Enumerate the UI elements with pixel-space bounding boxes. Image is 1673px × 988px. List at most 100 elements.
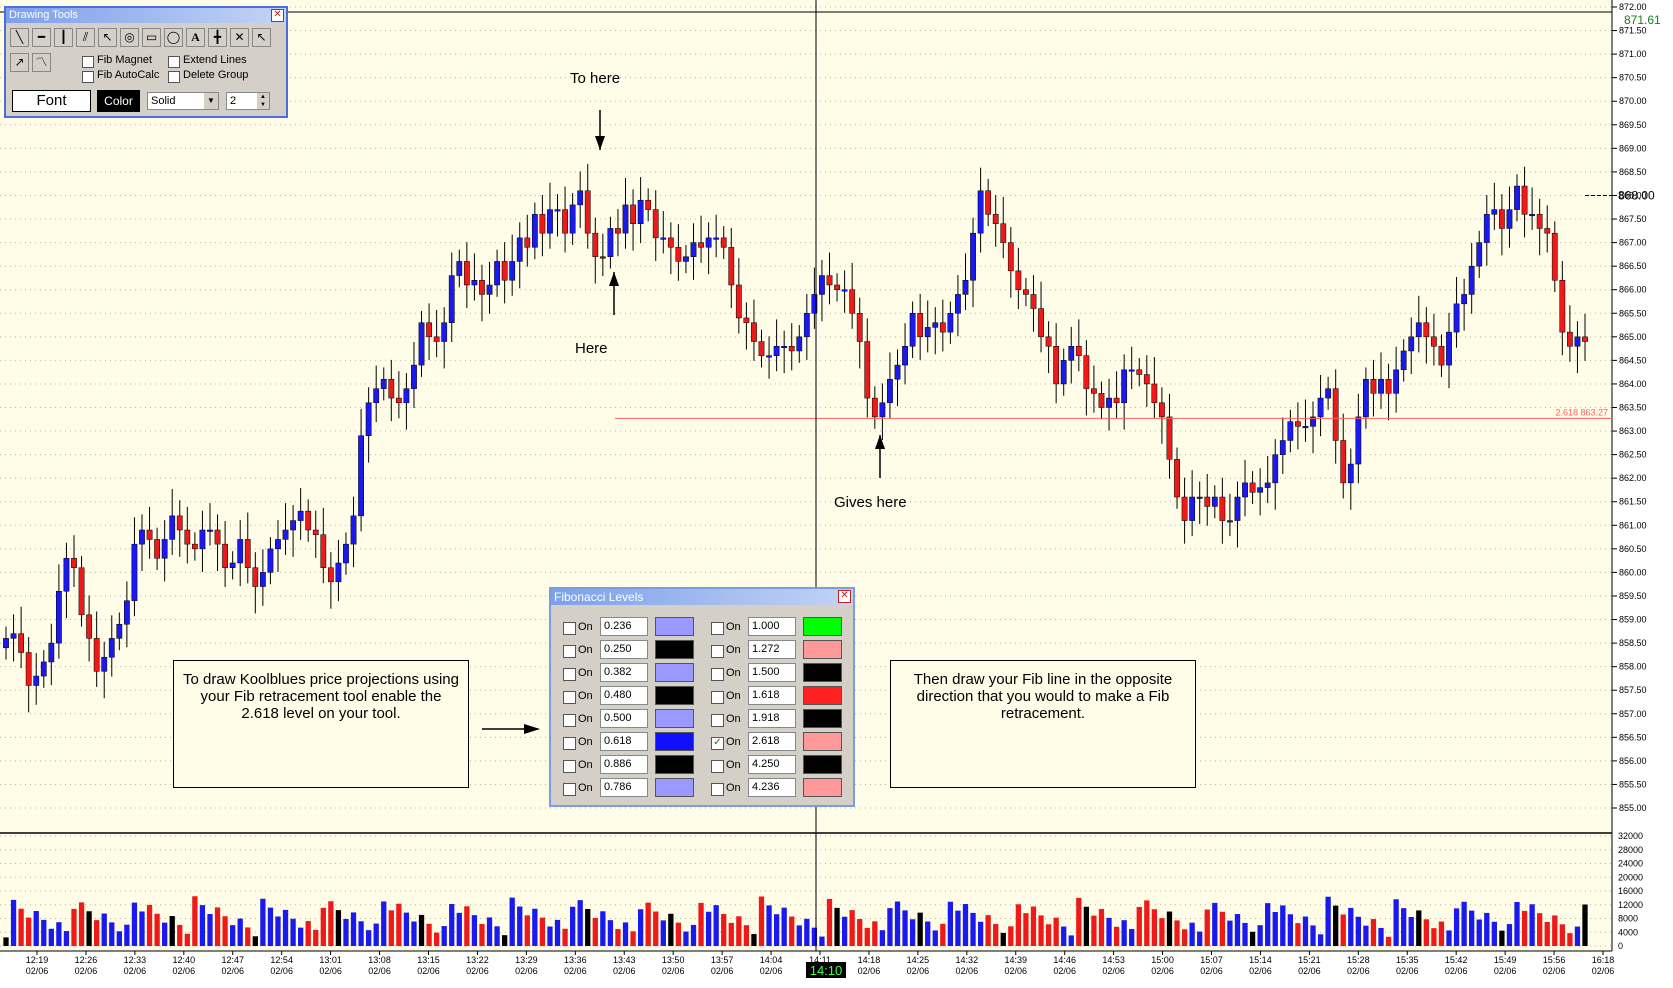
- price-tick-label: 865.50: [1619, 308, 1647, 318]
- fib-level-color-swatch[interactable]: [655, 686, 694, 705]
- line-width-stepper[interactable]: 2 ▲ ▼: [226, 92, 270, 110]
- candle-body: [131, 543, 138, 601]
- volume-bar: [1000, 932, 1006, 946]
- fib-level-checkbox[interactable]: [563, 645, 576, 658]
- fib-level-color-swatch[interactable]: [803, 640, 842, 659]
- close-icon[interactable]: ✕: [838, 590, 851, 603]
- volume-bar: [970, 912, 976, 946]
- fib-level-checkbox[interactable]: [711, 691, 724, 704]
- parallel-lines-tool-icon[interactable]: ⫽: [76, 28, 95, 47]
- fib-level-checkbox[interactable]: [711, 714, 724, 727]
- fib-level-value[interactable]: 4.236: [748, 778, 796, 797]
- fib-level-checkbox[interactable]: [563, 691, 576, 704]
- price-tick-label: 866.50: [1619, 261, 1647, 271]
- fib-level-checkbox[interactable]: [711, 783, 724, 796]
- fib-level-color-swatch[interactable]: [655, 755, 694, 774]
- close-icon[interactable]: ✕: [271, 9, 284, 22]
- fib-level-color-swatch[interactable]: [803, 617, 842, 636]
- fib-level-color-swatch[interactable]: [803, 709, 842, 728]
- fib-level-value[interactable]: 1.272: [748, 640, 796, 659]
- last-price-label: 871.61: [1624, 13, 1661, 27]
- fib-level-color-swatch[interactable]: [655, 617, 694, 636]
- fib-level-value[interactable]: 0.786: [600, 778, 648, 797]
- fib-level-color-swatch[interactable]: [803, 663, 842, 682]
- fib-level-checkbox[interactable]: [563, 622, 576, 635]
- candle-body: [584, 190, 591, 234]
- fib-level-checkbox[interactable]: [563, 760, 576, 773]
- fib-level-checkbox[interactable]: [711, 645, 724, 658]
- fib-magnet-checkbox[interactable]: [82, 56, 94, 68]
- volume-bar: [1144, 900, 1150, 946]
- line-tool-icon[interactable]: ╲: [10, 28, 29, 47]
- candle-body: [297, 510, 304, 521]
- candle-body: [486, 284, 493, 295]
- candle-body: [25, 652, 32, 686]
- extend-lines-checkbox[interactable]: [168, 56, 180, 68]
- fib-level-value[interactable]: 1.618: [748, 686, 796, 705]
- fib-level-color-swatch[interactable]: [655, 640, 694, 659]
- fib-level-color-swatch[interactable]: [655, 732, 694, 751]
- time-tick-label: 12:19: [26, 955, 49, 965]
- fib-level-value[interactable]: 0.250: [600, 640, 648, 659]
- price-tick-label: 859.50: [1619, 591, 1647, 601]
- fib-level-on-label: On: [726, 759, 741, 771]
- fib-level-value[interactable]: 0.382: [600, 663, 648, 682]
- fib-level-value[interactable]: 0.500: [600, 709, 648, 728]
- fib-level-value[interactable]: 1.500: [748, 663, 796, 682]
- cross-line-tool-icon[interactable]: ╋: [208, 28, 227, 47]
- fib-level-color-swatch[interactable]: [655, 709, 694, 728]
- right-note-box: Then draw your Fib line in the opposite …: [890, 660, 1196, 788]
- rectangle-tool-icon[interactable]: ▭: [142, 28, 161, 47]
- delete-tool-icon[interactable]: ✕: [230, 28, 249, 47]
- fib-level-checkbox[interactable]: [711, 668, 724, 681]
- fib-level-checkbox[interactable]: [711, 760, 724, 773]
- ellipse-tool-icon[interactable]: ◯: [164, 28, 183, 47]
- fib-level-color-swatch[interactable]: [803, 755, 842, 774]
- volume-bar: [1416, 910, 1422, 946]
- fib-level-color-swatch[interactable]: [803, 778, 842, 797]
- polyline-tool-icon[interactable]: 〽: [32, 53, 51, 72]
- fib-level-value[interactable]: 1.918: [748, 709, 796, 728]
- fib-level-color-swatch[interactable]: [655, 778, 694, 797]
- fib-level-value[interactable]: 0.886: [600, 755, 648, 774]
- delete-group-checkbox[interactable]: [168, 71, 180, 83]
- fib-level-checkbox[interactable]: [563, 714, 576, 727]
- fib-spiral-tool-icon[interactable]: ◎: [120, 28, 139, 47]
- color-button[interactable]: Color: [97, 90, 140, 112]
- fib-level-color-swatch[interactable]: [803, 686, 842, 705]
- fib-level-value[interactable]: 0.618: [600, 732, 648, 751]
- volume-bar: [373, 923, 379, 946]
- fib-level-checkbox[interactable]: [563, 783, 576, 796]
- fib-level-checkbox[interactable]: [563, 737, 576, 750]
- spinner-arrows-icon[interactable]: ▲ ▼: [257, 93, 269, 109]
- pointer-tool-icon[interactable]: ↖: [252, 28, 271, 47]
- trend-tool-icon[interactable]: ↗: [10, 53, 29, 72]
- volume-bar: [411, 921, 417, 946]
- vertical-line-tool-icon[interactable]: ┃: [54, 28, 73, 47]
- candle-body: [1128, 369, 1135, 372]
- fib-level-value[interactable]: 0.236: [600, 617, 648, 636]
- time-tick-label: 12:54: [270, 955, 293, 965]
- fib-level-on-label: On: [578, 713, 593, 725]
- arrow-tool-icon[interactable]: ↖: [98, 28, 117, 47]
- line-style-select[interactable]: Solid ▼: [147, 92, 219, 110]
- fib-level-value[interactable]: 2.618: [748, 732, 796, 751]
- date-tick-label: 02/06: [760, 966, 783, 976]
- chevron-down-icon[interactable]: ▼: [204, 93, 218, 109]
- fib-level-value[interactable]: 0.480: [600, 686, 648, 705]
- fibonacci-levels-dialog: Fibonacci Levels ✕ On 0.236 On 0.250 On 0.382 O…: [549, 587, 855, 807]
- fib-autocalc-checkbox[interactable]: [82, 71, 94, 83]
- fib-level-checkbox[interactable]: [711, 622, 724, 635]
- fib-level-checkbox[interactable]: ✓: [711, 737, 724, 750]
- fib-level-value[interactable]: 1.000: [748, 617, 796, 636]
- candle-body: [244, 539, 251, 568]
- text-tool-icon[interactable]: A: [186, 28, 205, 47]
- horizontal-line-tool-icon[interactable]: ━: [32, 28, 51, 47]
- fib-level-color-swatch[interactable]: [655, 663, 694, 682]
- font-button[interactable]: Font: [12, 90, 91, 112]
- fib-level-color-swatch[interactable]: [803, 732, 842, 751]
- volume-bar: [577, 900, 583, 946]
- time-tick-label: 15:49: [1494, 955, 1517, 965]
- fib-level-value[interactable]: 4.250: [748, 755, 796, 774]
- fib-level-checkbox[interactable]: [563, 668, 576, 681]
